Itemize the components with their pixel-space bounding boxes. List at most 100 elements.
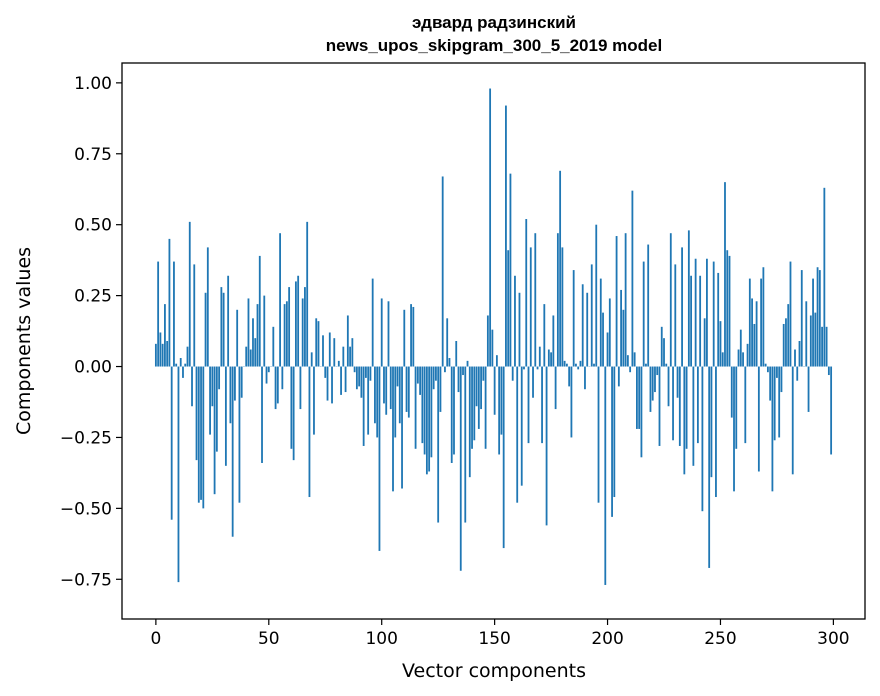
bar <box>164 304 166 367</box>
bar <box>532 366 534 398</box>
bar <box>294 281 297 367</box>
bar <box>676 366 679 398</box>
y-axis-label: Components values <box>13 247 35 435</box>
bar <box>694 258 697 367</box>
bar <box>222 292 225 367</box>
bar <box>369 366 372 381</box>
bar <box>324 366 327 378</box>
bar <box>683 366 686 475</box>
bar <box>421 366 424 444</box>
bar <box>342 346 345 367</box>
y-tick-label: 0.25 <box>74 287 112 307</box>
bar <box>525 219 528 367</box>
bar <box>748 278 751 367</box>
bar <box>730 366 733 418</box>
bar <box>355 366 358 390</box>
bar <box>177 366 180 583</box>
x-tick-label: 100 <box>365 629 397 649</box>
bar <box>173 261 175 367</box>
bar <box>220 287 223 367</box>
bar <box>441 176 444 367</box>
bar <box>733 366 735 492</box>
bar <box>267 366 270 373</box>
bar <box>818 270 821 367</box>
bar <box>365 366 367 378</box>
bar <box>317 321 320 367</box>
bar <box>231 366 234 537</box>
bar <box>292 366 295 461</box>
bar <box>624 233 627 367</box>
bar <box>794 349 796 367</box>
x-tick-label: 200 <box>591 629 623 649</box>
bar <box>656 366 659 376</box>
bar <box>168 238 171 367</box>
bar <box>331 366 333 404</box>
bar <box>584 366 586 390</box>
bar <box>665 363 668 367</box>
bar <box>416 366 419 384</box>
bar <box>523 366 525 370</box>
bar <box>787 304 790 367</box>
bar <box>577 366 580 370</box>
bar <box>568 366 571 387</box>
bar <box>710 366 713 478</box>
bar <box>234 366 236 401</box>
bar <box>712 261 715 367</box>
bar <box>516 366 519 503</box>
bar <box>435 366 437 381</box>
bar <box>746 343 749 367</box>
bar <box>751 298 753 367</box>
bar <box>340 366 342 395</box>
bar <box>782 323 785 367</box>
bar <box>193 264 196 367</box>
bar <box>308 366 311 498</box>
bar <box>191 366 193 407</box>
bar <box>602 312 604 367</box>
bar <box>247 298 250 367</box>
bar <box>800 270 803 367</box>
bar <box>543 304 546 367</box>
bar <box>310 352 313 367</box>
bar <box>760 278 763 367</box>
bar <box>301 298 304 367</box>
bar <box>166 341 169 367</box>
bar <box>353 366 356 373</box>
bar <box>202 366 205 509</box>
bar <box>407 366 410 418</box>
bar <box>739 329 742 367</box>
bar <box>805 301 808 367</box>
bar <box>333 338 336 367</box>
bar <box>197 366 200 503</box>
bar <box>595 224 598 367</box>
bar <box>448 358 451 367</box>
bar <box>414 366 417 449</box>
bar <box>518 292 521 367</box>
bar <box>306 221 309 367</box>
bar <box>218 366 221 390</box>
bar <box>827 366 830 376</box>
bar <box>489 88 492 367</box>
bar <box>256 304 259 367</box>
bar <box>412 306 415 367</box>
bar <box>360 366 363 398</box>
bar <box>744 366 747 444</box>
bar <box>396 366 399 387</box>
bar <box>597 366 600 503</box>
bar <box>423 366 426 455</box>
bar <box>263 295 266 367</box>
bar <box>238 366 241 503</box>
bars-group <box>154 88 833 585</box>
bar <box>816 267 819 367</box>
bar <box>685 366 688 449</box>
bar <box>608 298 611 367</box>
bar <box>462 366 464 376</box>
bar <box>376 366 379 438</box>
bar <box>762 267 765 367</box>
bar <box>572 270 575 367</box>
bar <box>351 338 354 367</box>
bar <box>559 170 562 367</box>
bar <box>757 366 760 472</box>
y-tick-label: 1.00 <box>74 74 112 94</box>
bar <box>315 318 318 367</box>
